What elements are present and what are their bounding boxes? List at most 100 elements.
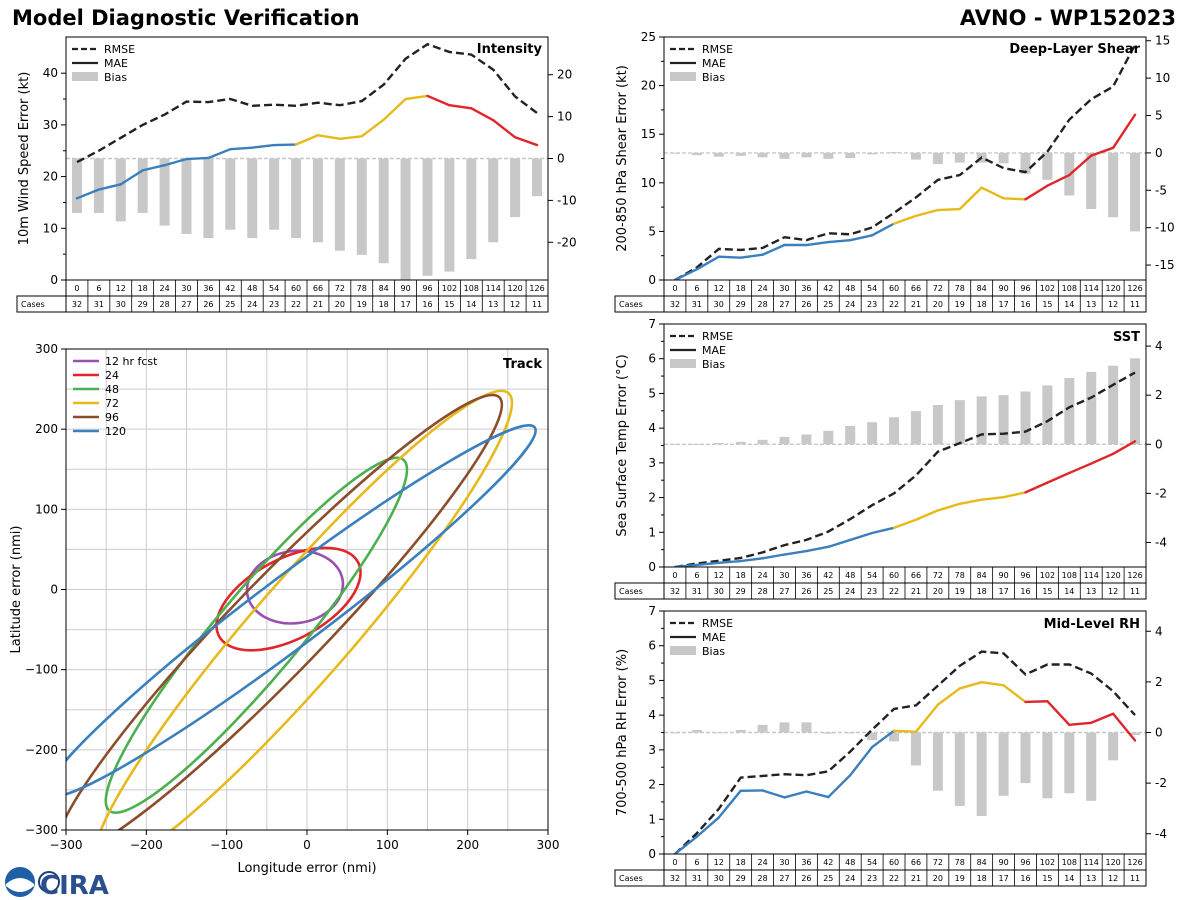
track-ellipse-12-hr-fcst [245, 549, 345, 625]
shear-tau-label: 24 [757, 284, 767, 293]
shear-mae-segment [695, 255, 720, 271]
shear-y2tick-label: 0 [1155, 146, 1163, 160]
intensity-bias-bar [93, 158, 104, 213]
intensity-legend-mae-label: MAE [104, 57, 128, 70]
track-ytick-label: 300 [35, 342, 58, 356]
sst-cases-value: 13 [1086, 587, 1096, 596]
intensity-cases-label: Cases [21, 300, 45, 309]
intensity-cases-value: 12 [510, 300, 520, 309]
sst-mae-segment [1046, 471, 1071, 484]
cira-logo: CIRA [5, 867, 109, 900]
shear-mae-segment [1002, 197, 1027, 201]
sst-legend-bias-swatch [670, 359, 696, 368]
shear-tau-label: 42 [823, 284, 833, 293]
rh-y2tick-label: 4 [1155, 624, 1163, 638]
intensity-cases-value: 27 [181, 300, 191, 309]
sst-tau-label: 120 [1105, 571, 1120, 580]
rh-mae-segment [1024, 700, 1049, 704]
track-xtick-label: −200 [130, 838, 163, 852]
track-legend-label: 12 hr fcst [105, 355, 158, 368]
shear-cases-value: 16 [1020, 300, 1030, 309]
intensity-mae-segment [119, 169, 144, 186]
shear-mae-segment [892, 214, 918, 225]
sst-cases-value: 12 [1108, 587, 1118, 596]
intensity-cases-value: 22 [291, 300, 301, 309]
intensity-cases-value: 25 [225, 300, 235, 309]
rh-cases-label: Cases [619, 874, 643, 883]
shear-y2tick-label: 5 [1155, 109, 1163, 123]
sst-tau-label: 60 [889, 571, 899, 580]
track-ytick-label: 100 [35, 502, 58, 516]
intensity-tau-label: 54 [269, 284, 279, 293]
intensity-legend-bias-label: Bias [104, 71, 127, 84]
intensity-cases-value: 31 [94, 300, 104, 309]
rh-bias-bar [779, 722, 790, 733]
sst-cases-value: 18 [977, 587, 987, 596]
shear-bias-bar [669, 152, 680, 154]
sst-title: SST [1113, 330, 1140, 345]
intensity-mae-segment [513, 136, 539, 147]
rh-cases-value: 20 [933, 874, 943, 883]
shear-bias-bar [713, 152, 724, 157]
intensity-bias-bar [312, 158, 323, 243]
sst-tau-label: 18 [736, 571, 746, 580]
sst-bias-bar [669, 444, 680, 446]
sst-cases-label: Cases [619, 587, 643, 596]
shear-legend-rmse-label: RMSE [702, 43, 733, 56]
intensity-tau-label: 114 [486, 284, 501, 293]
rh-bias-bar [669, 732, 680, 734]
shear-cases-value: 11 [1130, 300, 1140, 309]
shear-tau-label: 108 [1062, 284, 1077, 293]
shear-bias-bar [757, 152, 768, 158]
intensity-tau-label: 30 [181, 284, 191, 293]
intensity-mae-segment [404, 94, 429, 101]
intensity-mae-segment [382, 97, 407, 121]
track-ytick-label: 200 [35, 422, 58, 436]
track-xtick-label: 200 [456, 838, 479, 852]
rh-tau-label: 78 [955, 858, 965, 867]
track-xtick-label: −300 [50, 838, 83, 852]
rh-legend-rmse-label: RMSE [702, 617, 733, 630]
intensity-tau-label: 96 [422, 284, 432, 293]
shear-ytick-label: 20 [641, 79, 656, 93]
shear-cases-value: 23 [867, 300, 877, 309]
shear-bias-bar [845, 152, 856, 159]
intensity-y2tick-label: 10 [557, 110, 572, 124]
shear-cases-value: 20 [933, 300, 943, 309]
sst-cases-value: 15 [1042, 587, 1052, 596]
intensity-bias-bar [488, 158, 499, 243]
rh-ytick-label: 5 [648, 673, 656, 687]
rh-cases-value: 15 [1042, 874, 1052, 883]
shear-cases-value: 24 [845, 300, 855, 309]
shear-ytick-label: 5 [648, 224, 656, 238]
intensity-mae-segment [426, 94, 451, 107]
intensity-cases-value: 24 [247, 300, 257, 309]
shear-legend-bias-swatch [670, 72, 696, 81]
rh-title: Mid-Level RH [1044, 617, 1140, 632]
rh-cases-value: 22 [889, 874, 899, 883]
track-legend-label: 72 [105, 397, 119, 410]
shear-tau-label: 102 [1040, 284, 1055, 293]
sst-mae-segment [805, 545, 830, 553]
rh-bias-bar [1020, 732, 1031, 784]
track-ytick-label: −100 [25, 663, 58, 677]
intensity-mae-segment [163, 157, 188, 167]
sst-legend-bias-label: Bias [702, 358, 725, 371]
sst-y2tick-label: -2 [1155, 486, 1167, 500]
sst-mae-segment [783, 549, 808, 556]
sst-ytick-label: 1 [648, 525, 656, 539]
track-xtick-label: −100 [210, 838, 243, 852]
sst-mae-segment [1111, 440, 1137, 456]
intensity-mae-segment [316, 134, 342, 141]
rh-bias-bar [954, 732, 965, 806]
intensity-bias-bar [269, 158, 280, 230]
sst-mae-segment [980, 496, 1005, 501]
rh-cases-value: 16 [1020, 874, 1030, 883]
shear-tau-label: 18 [736, 284, 746, 293]
intensity-tau-label: 60 [291, 284, 301, 293]
rh-bias-bar [1086, 732, 1097, 801]
sst-ytick-label: 2 [648, 491, 656, 505]
sst-bias-bar [757, 439, 768, 445]
intensity-tau-label: 120 [507, 284, 522, 293]
